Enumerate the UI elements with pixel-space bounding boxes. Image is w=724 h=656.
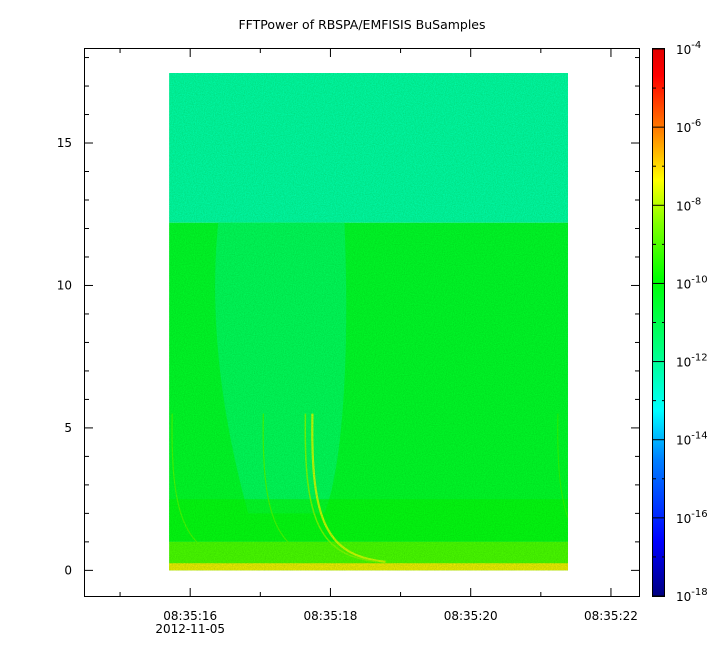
colorbar-tick-label: 10-10 xyxy=(676,274,708,291)
colorbar-tick-exponent: -18 xyxy=(691,587,707,598)
x-tick-label: 08:35:20 xyxy=(444,609,498,623)
colorbar-tick-label: 10-18 xyxy=(676,587,708,604)
colorbar-tick-base: 10 xyxy=(676,277,691,291)
colorbar-tick-base: 10 xyxy=(676,434,691,448)
colorbar-tick-label: 10-14 xyxy=(676,431,708,448)
colorbar-tick-label: 10-6 xyxy=(676,118,701,135)
colorbar-tick-label: 10-12 xyxy=(676,353,708,370)
colorbar-tick-base: 10 xyxy=(676,43,691,57)
colorbar-tick-base: 10 xyxy=(676,199,691,213)
colorbar-tick-base: 10 xyxy=(676,356,691,370)
colorbar-tick-exponent: -4 xyxy=(691,40,701,51)
colorbar-tick-exponent: -10 xyxy=(691,274,707,285)
x-tick-label: 08:35:16 xyxy=(163,609,217,623)
colorbar-tick-exponent: -6 xyxy=(691,118,701,129)
colorbar-tick-base: 10 xyxy=(676,590,691,604)
y-tick-label: 5 xyxy=(64,421,72,435)
colorbar-tick-exponent: -16 xyxy=(691,509,707,520)
y-axis: 0 5 10 15 xyxy=(57,57,639,577)
colorbar-tick-label: 10-16 xyxy=(676,509,708,526)
colorbar-tick-exponent: -8 xyxy=(691,196,701,207)
colorbar-tick-label: 10-8 xyxy=(676,196,701,213)
colorbar-tick-label: 10-4 xyxy=(676,40,701,57)
y-tick-label: 15 xyxy=(57,136,72,150)
colorbar-tick-exponent: -12 xyxy=(691,353,707,364)
y-tick-label: 10 xyxy=(57,278,72,292)
chart-title: FFTPower of RBSPA/EMFISIS BuSamples xyxy=(238,17,485,32)
x-date-label: 2012-11-05 xyxy=(155,622,225,636)
colorbar-tick-base: 10 xyxy=(676,121,691,135)
x-tick-label: 08:35:18 xyxy=(303,609,357,623)
x-tick-label: 08:35:22 xyxy=(584,609,638,623)
colorbar-tick-exponent: -14 xyxy=(691,431,707,442)
spectrogram-image xyxy=(169,73,568,571)
spectrogram-noise xyxy=(169,73,568,571)
colorbar-tick-base: 10 xyxy=(676,512,691,526)
y-tick-label: 0 xyxy=(64,563,72,577)
